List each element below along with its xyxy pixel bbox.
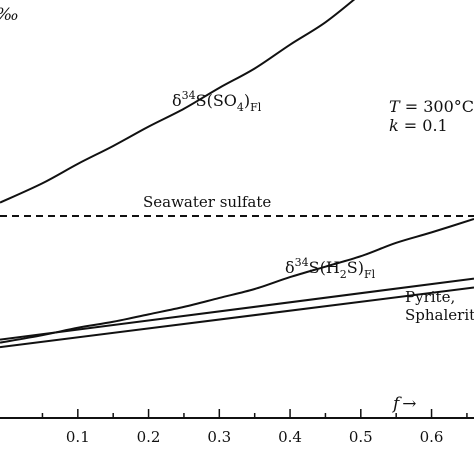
h2s-series-label: δ34S(H2S)Fl [285,256,376,281]
condition-k: k = 0.1 [389,116,448,135]
so4-series-label: δ34S(SO4)Fl [172,89,262,114]
series-line-2 [0,218,474,344]
sphalerite-label: Sphalerite [405,306,474,324]
condition-temperature: T = 300°C, [389,97,474,116]
y-axis-label: ‰ [0,5,19,25]
plot-lines [0,0,474,349]
series-line-4 [0,286,474,349]
x-axis: 0.1 0.2 0.3 0.4 0.5 0.6 [0,409,474,446]
x-tick-label: 0.2 [137,428,161,446]
series-line-0 [0,0,356,204]
pyrite-label: Pyrite, [405,288,455,306]
x-tick-label: 0.5 [349,428,373,446]
series-line-3 [0,277,474,341]
x-tick-label: 0.1 [66,428,90,446]
x-tick-label: 0.4 [278,428,302,446]
x-axis-label: f → [391,394,417,414]
x-tick-label: 0.6 [420,428,444,446]
seawater-sulfate-label: Seawater sulfate [143,193,271,211]
x-tick-label: 0.3 [207,428,231,446]
